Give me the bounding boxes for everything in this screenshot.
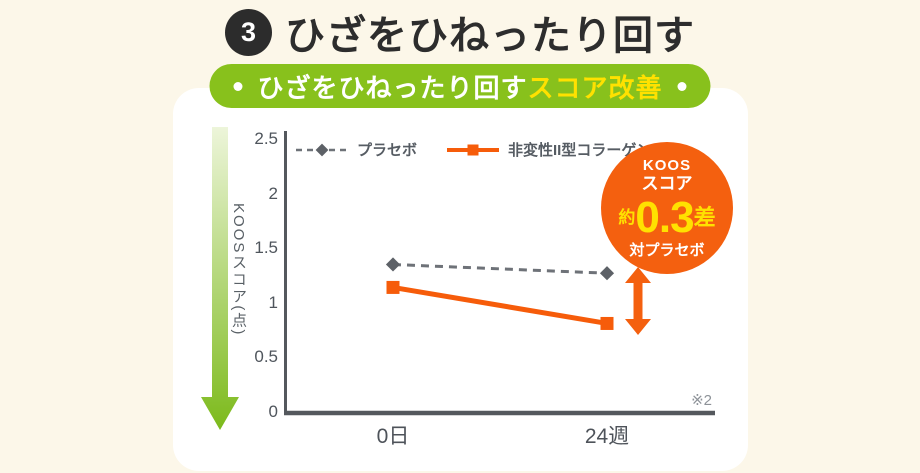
badge-value: 0.3 bbox=[635, 192, 694, 242]
legend-label-collagen: 非変性II型コラーゲン bbox=[508, 142, 652, 159]
square-marker bbox=[386, 280, 400, 294]
line-chart bbox=[284, 131, 715, 416]
chart-subtitle-pill: ひざをひねったり回すスコア改善 bbox=[209, 64, 711, 108]
footnote-reference: ※2 bbox=[691, 392, 712, 409]
legend-item-placebo: プラセボ bbox=[296, 139, 417, 160]
section-number-badge: 3 bbox=[225, 8, 272, 56]
badge-line-score: スコア bbox=[641, 174, 693, 194]
chart-subtitle: ひざをひねったり回すスコア改善 bbox=[257, 68, 662, 105]
diamond-marker bbox=[385, 257, 401, 272]
badge-line-vs-placebo: 対プラセボ bbox=[629, 241, 705, 259]
diamond-marker bbox=[599, 266, 615, 281]
score-difference-badge: KOOS スコア 約 0.3 差 対プラセボ bbox=[601, 142, 733, 274]
badge-value-row: 約 0.3 差 bbox=[618, 192, 716, 242]
legend-label-placebo: プラセボ bbox=[357, 142, 418, 159]
series-placebo bbox=[385, 257, 615, 281]
difference-double-arrow-icon bbox=[625, 267, 651, 335]
series-line bbox=[392, 284, 608, 326]
y-axis-label: KOOSスコア(点) bbox=[230, 203, 247, 337]
badge-line-koos: KOOS bbox=[642, 156, 692, 174]
legend-item-collagen: 非変性II型コラーゲン bbox=[447, 139, 651, 160]
improvement-direction-arrow-icon bbox=[201, 127, 239, 430]
badge-value-suffix: 差 bbox=[693, 204, 716, 230]
page-title: ひざをひねったり回す bbox=[285, 14, 695, 58]
pill-dot-right bbox=[677, 81, 687, 91]
pill-dot-left bbox=[233, 81, 243, 91]
series-line bbox=[392, 262, 608, 275]
series-layer bbox=[385, 257, 615, 330]
badge-value-prefix: 約 bbox=[618, 208, 636, 228]
section-number: 3 bbox=[240, 16, 257, 47]
header: 3 ひざをひねったり回す bbox=[0, 3, 920, 61]
subtitle-highlight: スコア改善 bbox=[527, 72, 663, 103]
dashed-diamond-legend-icon bbox=[296, 143, 348, 156]
solid-square-legend-icon bbox=[447, 144, 500, 155]
subtitle-main: ひざをひねったり回す bbox=[257, 72, 528, 103]
chart-legend: プラセボ 非変性II型コラーゲン bbox=[296, 139, 651, 160]
series-collagen bbox=[386, 280, 614, 330]
square-marker bbox=[600, 316, 614, 330]
